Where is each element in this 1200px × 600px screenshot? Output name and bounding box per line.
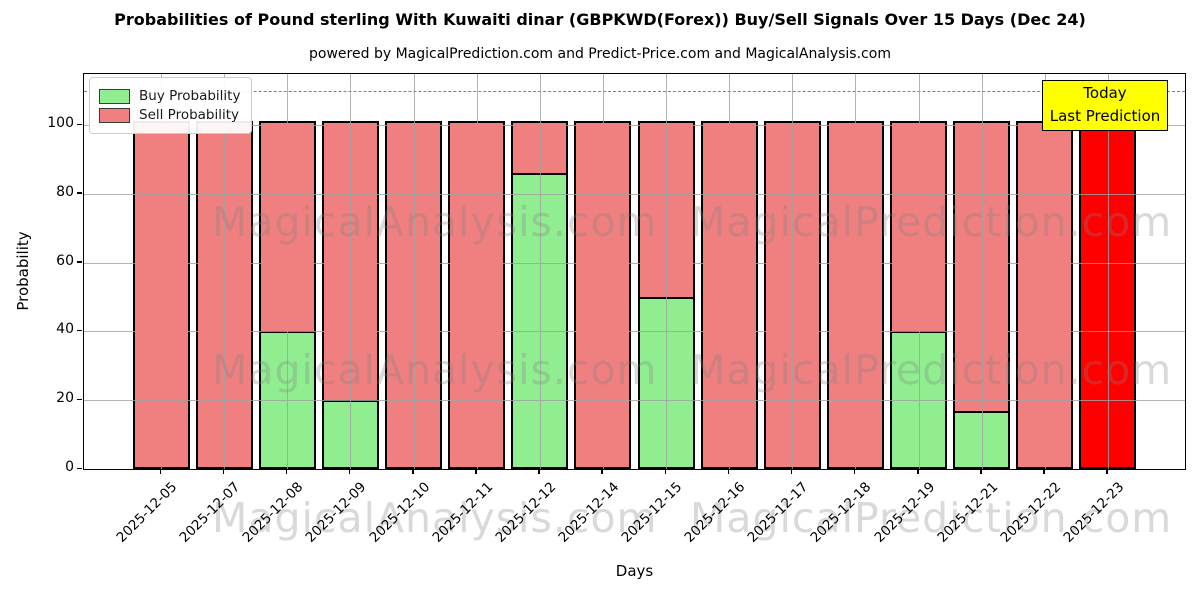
v-gridline bbox=[413, 74, 415, 469]
sell-swatch-icon bbox=[99, 107, 130, 123]
x-tick-mark bbox=[1106, 469, 1108, 474]
x-tick-mark bbox=[790, 469, 793, 474]
chart-subtitle: powered by MagicalPrediction.com and Pre… bbox=[309, 46, 891, 62]
v-gridline bbox=[666, 74, 668, 469]
x-tick-mark bbox=[159, 469, 161, 474]
y-tick-label: 60 bbox=[56, 252, 74, 269]
dashed-reference-line bbox=[84, 90, 1185, 92]
v-gridline bbox=[476, 74, 478, 469]
v-gridline bbox=[350, 74, 352, 469]
y-tick-label: 100 bbox=[47, 115, 74, 131]
h-gridline bbox=[84, 331, 1185, 333]
buy-swatch-icon bbox=[99, 88, 130, 104]
h-gridline bbox=[84, 193, 1185, 195]
x-tick-mark bbox=[538, 469, 540, 474]
h-gridline bbox=[84, 400, 1185, 402]
x-tick-mark bbox=[475, 469, 477, 474]
y-tick-mark bbox=[77, 329, 82, 332]
y-tick-mark bbox=[77, 192, 82, 194]
y-tick-mark bbox=[77, 123, 82, 125]
y-axis-label: Probability bbox=[14, 231, 32, 311]
y-tick-label: 20 bbox=[56, 390, 74, 407]
y-tick-mark bbox=[77, 398, 82, 401]
x-tick-mark bbox=[917, 469, 919, 474]
watermark-text: MagicalAnalysis.com bbox=[212, 198, 658, 246]
legend-label-buy: Buy Probability bbox=[139, 88, 241, 104]
x-tick-label: 2025-12-05 bbox=[113, 479, 181, 546]
watermark-text: MagicalPrediction.com bbox=[690, 346, 1173, 394]
v-gridline bbox=[161, 74, 162, 469]
today-annotation: Today Last Prediction bbox=[1042, 80, 1168, 131]
v-gridline bbox=[729, 74, 731, 469]
legend: Buy Probability Sell Probability bbox=[89, 77, 253, 134]
plot-area: MagicalAnalysis.com MagicalPrediction.co… bbox=[83, 73, 1186, 542]
y-tick-label: 80 bbox=[56, 183, 74, 200]
v-gridline bbox=[539, 74, 541, 469]
today-annotation-line2: Last Prediction bbox=[1049, 107, 1161, 126]
v-gridline bbox=[287, 74, 289, 469]
watermark-text: MagicalAnalysis.com bbox=[212, 346, 658, 394]
watermark-text: MagicalPrediction.com bbox=[690, 494, 1173, 542]
x-tick-mark bbox=[348, 469, 351, 474]
y-tick-label: 40 bbox=[56, 321, 74, 338]
x-tick-mark bbox=[980, 469, 982, 474]
x-tick-mark bbox=[285, 469, 288, 474]
x-tick-mark bbox=[727, 469, 730, 474]
x-tick-mark bbox=[853, 469, 856, 474]
x-tick-mark bbox=[1043, 469, 1045, 474]
watermark-text: MagicalPrediction.com bbox=[690, 198, 1173, 246]
v-gridline bbox=[981, 74, 983, 469]
h-gridline bbox=[84, 262, 1185, 264]
x-tick-mark bbox=[222, 469, 225, 474]
x-tick-mark bbox=[664, 469, 667, 474]
y-tick-label: 0 bbox=[65, 459, 74, 475]
x-tick-mark bbox=[601, 469, 603, 474]
chart-title: Probabilities of Pound sterling With Kuw… bbox=[114, 10, 1086, 29]
h-gridline bbox=[84, 125, 1185, 126]
v-gridline bbox=[1044, 74, 1046, 469]
legend-item-buy: Buy Probability bbox=[99, 88, 240, 104]
legend-item-sell: Sell Probability bbox=[99, 107, 240, 123]
v-gridline bbox=[602, 74, 604, 469]
v-gridline bbox=[855, 74, 857, 469]
x-axis-label: Days bbox=[615, 562, 654, 580]
y-tick-mark bbox=[77, 467, 82, 469]
today-annotation-line1: Today bbox=[1083, 84, 1127, 102]
v-gridline bbox=[918, 74, 920, 469]
x-tick-mark bbox=[412, 469, 414, 474]
y-tick-mark bbox=[77, 261, 82, 263]
watermark-text: MagicalAnalysis.com bbox=[212, 494, 658, 542]
legend-label-sell: Sell Probability bbox=[139, 107, 240, 123]
v-gridline bbox=[792, 74, 794, 469]
v-gridline bbox=[224, 74, 226, 469]
v-gridline bbox=[1107, 74, 1109, 469]
